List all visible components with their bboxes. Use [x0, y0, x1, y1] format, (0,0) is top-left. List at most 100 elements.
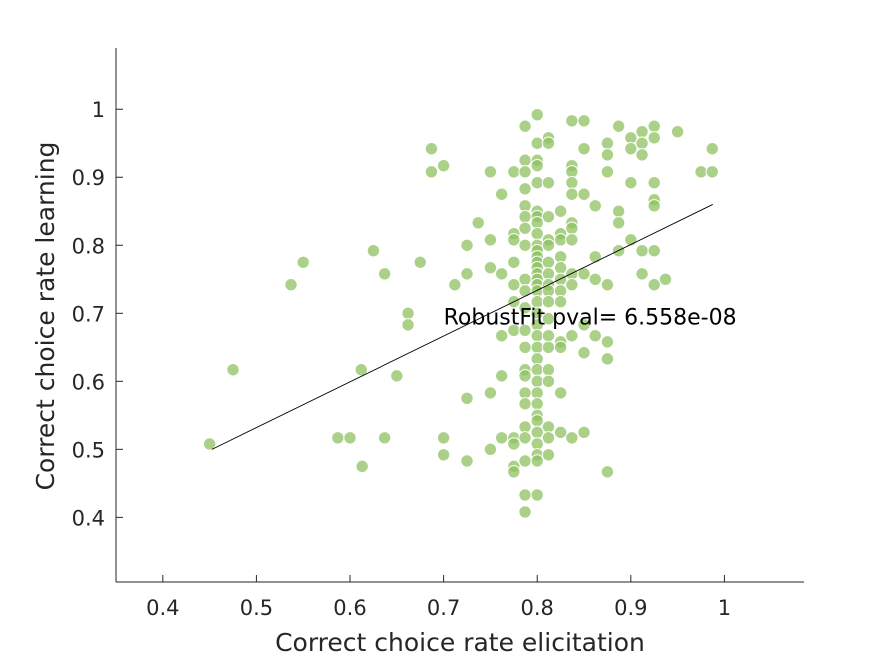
- data-point: [483, 261, 498, 275]
- data-point: [483, 165, 498, 179]
- data-point: [635, 148, 649, 162]
- data-point: [460, 267, 474, 281]
- data-point: [541, 374, 556, 389]
- data-point: [202, 437, 217, 451]
- y-tick-label: 0.9: [72, 166, 105, 190]
- data-point: [518, 454, 532, 468]
- data-point: [541, 210, 556, 224]
- y-axis-title: Correct choice rate learning: [31, 142, 60, 491]
- data-point: [600, 165, 615, 179]
- data-point: [705, 165, 719, 179]
- data-point: [518, 153, 532, 167]
- data-point: [424, 165, 439, 179]
- robust-fit-line: [211, 204, 713, 450]
- data-point: [507, 278, 521, 292]
- data-point: [518, 119, 532, 133]
- data-point: [296, 255, 310, 269]
- data-point: [541, 363, 556, 377]
- data-point: [611, 119, 626, 133]
- data-point: [565, 329, 579, 343]
- data-point: [530, 414, 544, 428]
- data-point: [401, 306, 415, 320]
- robustfit-annotation: RobustFit pval= 6.558e-08: [444, 306, 737, 331]
- data-point: [530, 397, 544, 411]
- y-tick-label: 1: [92, 98, 105, 122]
- data-point: [577, 114, 591, 128]
- data-point: [553, 340, 568, 355]
- data-point: [471, 216, 485, 230]
- data-point: [541, 136, 556, 150]
- data-point: [565, 175, 579, 190]
- data-point: [226, 363, 240, 377]
- data-point: [530, 227, 544, 241]
- x-ticks: 0.4 0.5 0.6 0.7 0.8 0.9 1: [146, 575, 731, 620]
- data-point: [588, 329, 602, 343]
- data-point: [565, 187, 579, 201]
- data-point: [553, 386, 568, 400]
- data-point: [541, 312, 556, 326]
- data-point: [507, 233, 521, 247]
- data-point: [553, 425, 568, 440]
- data-point: [507, 255, 521, 269]
- data-point: [530, 329, 544, 343]
- data-point: [518, 182, 532, 196]
- data-point: [624, 175, 638, 190]
- y-tick-label: 0.4: [72, 506, 105, 530]
- data-point: [611, 204, 626, 218]
- data-point: [541, 175, 556, 190]
- data-point: [541, 329, 556, 343]
- x-tick-label: 0.7: [427, 596, 460, 620]
- data-point: [577, 141, 591, 156]
- data-point: [343, 431, 357, 445]
- data-point: [600, 278, 615, 292]
- data-point: [635, 267, 649, 281]
- x-tick-label: 0.5: [240, 596, 273, 620]
- data-point: [413, 255, 427, 269]
- data-point: [530, 158, 544, 173]
- data-point: [518, 431, 532, 445]
- data-point: [507, 465, 521, 479]
- y-ticks: 0.4 0.5 0.6 0.7 0.8 0.9 1: [72, 98, 123, 530]
- data-point: [390, 369, 404, 383]
- data-point: [436, 448, 451, 462]
- data-point: [624, 141, 638, 156]
- data-point: [494, 369, 509, 383]
- data-point: [600, 148, 615, 162]
- data-point: [530, 488, 544, 502]
- data-point: [541, 431, 556, 445]
- data-point: [518, 284, 532, 298]
- data-point: [436, 431, 451, 445]
- data-point: [647, 175, 661, 190]
- data-point: [518, 272, 532, 286]
- data-point: [635, 124, 649, 139]
- data-point: [553, 233, 568, 247]
- data-point: [647, 278, 661, 292]
- data-point: [658, 272, 673, 286]
- data-point: [670, 124, 685, 139]
- data-point: [518, 165, 532, 179]
- data-point: [600, 335, 615, 349]
- x-tick-label: 0.8: [521, 596, 554, 620]
- data-point: [541, 448, 556, 462]
- data-point: [518, 238, 532, 252]
- data-point: [494, 187, 509, 201]
- data-point: [507, 165, 521, 179]
- data-point: [565, 221, 579, 235]
- data-point: [600, 352, 615, 366]
- data-point: [424, 141, 439, 156]
- data-point: [494, 267, 509, 281]
- data-point: [448, 278, 462, 292]
- data-point: [530, 425, 544, 440]
- x-tick-label: 0.6: [333, 596, 366, 620]
- data-point: [635, 136, 649, 150]
- data-point: [494, 329, 509, 343]
- data-point: [494, 431, 509, 445]
- data-point: [611, 216, 626, 230]
- data-point: [530, 454, 544, 468]
- data-point: [377, 267, 392, 281]
- data-point: [366, 244, 381, 258]
- data-point: [460, 391, 474, 406]
- data-point: [518, 397, 532, 411]
- data-point: [518, 301, 532, 315]
- data-point: [647, 199, 661, 213]
